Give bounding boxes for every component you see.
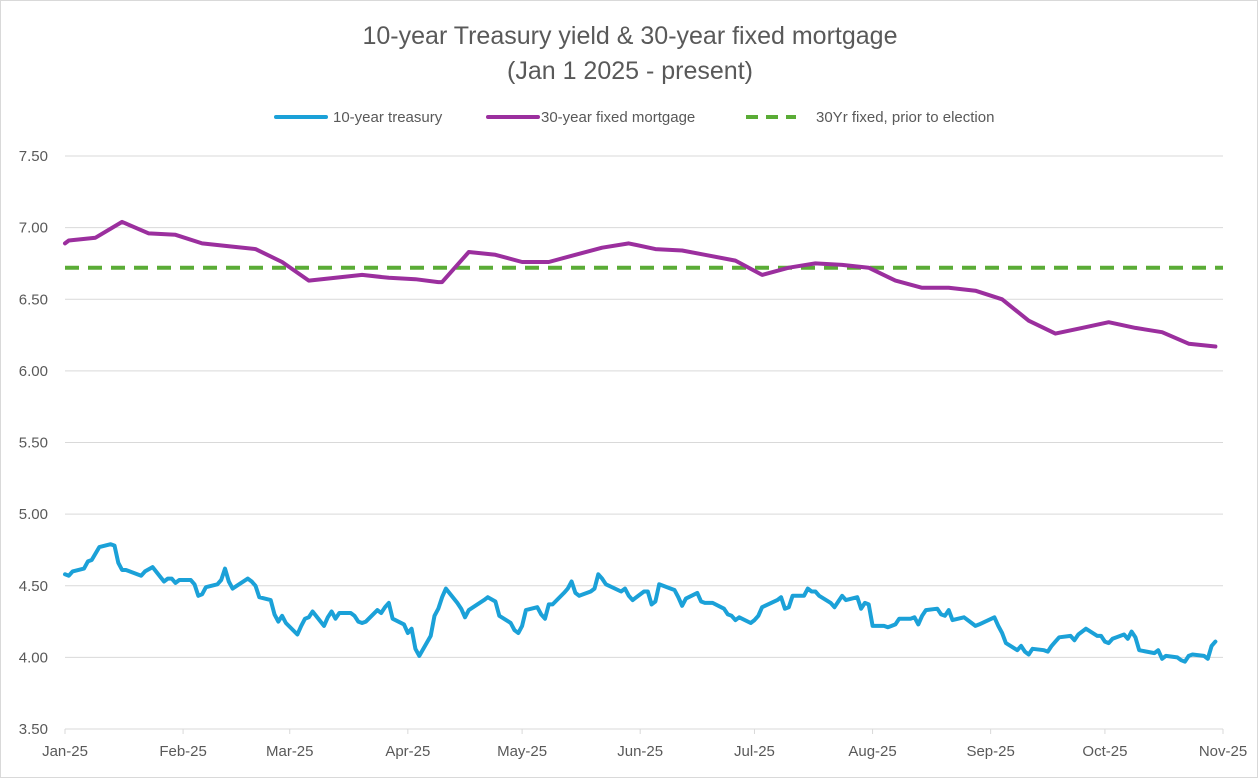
y-tick-label: 6.50 <box>19 291 48 308</box>
y-tick-label: 4.50 <box>19 578 48 595</box>
x-tick-label: Jan-25 <box>42 743 88 760</box>
y-tick-label: 6.00 <box>19 363 48 380</box>
x-tick-label: Aug-25 <box>848 743 896 760</box>
series-line-1 <box>63 219 1218 349</box>
x-tick-label: Nov-25 <box>1199 743 1247 760</box>
legend-label-0: 10-year treasury <box>333 109 443 126</box>
legend-label-2: 30Yr fixed, prior to election <box>816 109 994 126</box>
x-tick-label: Mar-25 <box>266 743 314 760</box>
y-tick-label: 7.50 <box>19 148 48 165</box>
legend: 10-year treasury 30-year fixed mortgage 30… <box>274 109 994 126</box>
x-tick-label: Sep-25 <box>966 743 1014 760</box>
chart-title: 10-year Treasury yield & 30-year fixed m… <box>363 22 898 50</box>
legend-label-1: 30-year fixed mortgage <box>541 109 695 126</box>
y-axis-tick-labels: 7.50 7.00 6.50 6.00 5.50 5.00 4.50 4.00 3.50 <box>19 148 48 738</box>
x-tick-label: Feb-25 <box>159 743 207 760</box>
y-tick-label: 5.50 <box>19 435 48 452</box>
x-axis-tick-labels: Jan-25 Feb-25 Mar-25 Apr-25 May-25 Jun-25 Jul-… <box>42 729 1247 760</box>
x-tick-label: Oct-25 <box>1082 743 1127 760</box>
grid-lines <box>65 155 1223 730</box>
x-tick-label: Jul-25 <box>734 743 775 760</box>
y-tick-label: 4.00 <box>19 649 48 666</box>
y-tick-label: 5.00 <box>19 506 48 523</box>
x-tick-label: Jun-25 <box>617 743 663 760</box>
y-tick-label: 3.50 <box>19 721 48 738</box>
chart-subtitle: (Jan 1 2025 - present) <box>507 57 753 85</box>
x-tick-label: May-25 <box>497 743 547 760</box>
y-tick-label: 7.00 <box>19 220 48 237</box>
series-line-0 <box>63 542 1218 664</box>
series-lines <box>63 219 1223 664</box>
x-tick-label: Apr-25 <box>385 743 430 760</box>
